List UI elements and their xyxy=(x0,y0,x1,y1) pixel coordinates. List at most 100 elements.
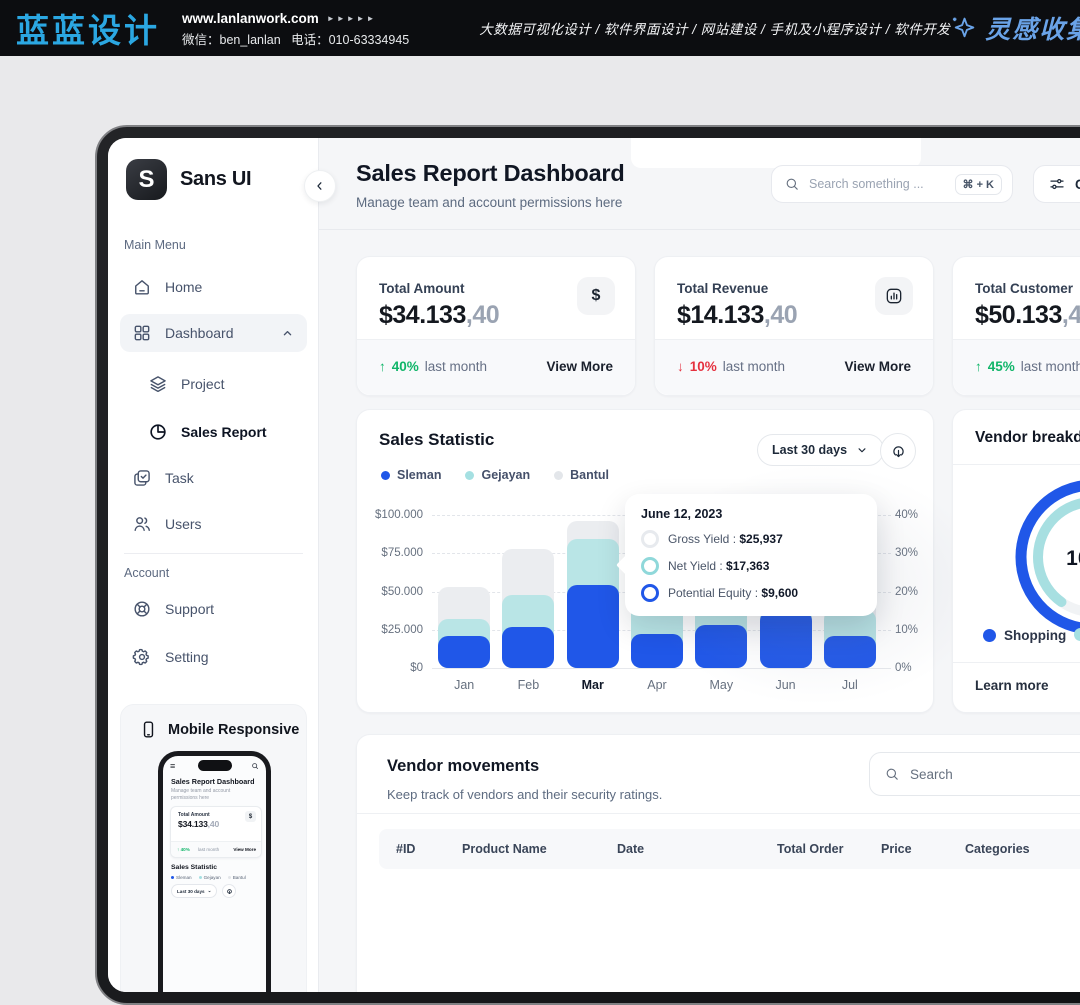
sidebar-item-project[interactable]: Project xyxy=(120,365,307,403)
range-select[interactable]: Last 30 days xyxy=(757,434,885,466)
stat-card-total-revenue: Total Revenue $14.133,40 ↓ 10% last month Vie… xyxy=(654,256,934,396)
app-logo-text: Sans UI xyxy=(180,168,252,190)
header-divider xyxy=(319,229,1080,230)
top-banner: 蓝蓝设计 www.lanlanwork.com ►►►►► 微信：ben_lanl… xyxy=(0,0,1080,56)
app-logo-mark: S xyxy=(126,159,167,200)
sidebar-item-dashboard[interactable]: Dashboard xyxy=(120,314,307,352)
x-axis-label-jan: Jan xyxy=(454,678,475,692)
table-column-date: Date xyxy=(617,842,645,856)
bar-sleman-mar xyxy=(566,585,619,668)
home-icon xyxy=(135,280,149,295)
phone-mockup-screen: ≡ Sales Report Dashboard Manage team and… xyxy=(163,756,266,992)
vendor-movements-title: Vendor movements xyxy=(387,757,540,775)
breakdown-legend-item-shopping: Shopping xyxy=(983,628,1066,643)
arrow-up-icon: ↑ xyxy=(975,359,982,374)
customize-button[interactable]: Cu xyxy=(1033,165,1080,203)
phone-notch xyxy=(197,760,232,771)
sidebar-item-users[interactable]: Users xyxy=(120,505,307,543)
gear-icon xyxy=(132,648,149,666)
download-icon xyxy=(892,445,904,457)
breakdown-legend-item xyxy=(1074,628,1080,641)
sidebar-item-setting[interactable]: Setting xyxy=(120,638,307,676)
y-axis-label-right: 20% xyxy=(895,586,935,598)
tooltip-date: June 12, 2023 xyxy=(641,507,723,521)
y-axis-label-left: $50.000 xyxy=(381,586,423,598)
table-column-id: #ID xyxy=(396,842,416,856)
stat-card-footer: ↓ 10% last month View More xyxy=(655,339,933,395)
sales-statistic-card: Sales Statistic Sleman Gejayan Bantul Last… xyxy=(356,409,987,713)
sidebar-item-task[interactable]: Task xyxy=(120,459,307,497)
banner-site-link[interactable]: www.lanlanwork.com xyxy=(182,11,319,27)
gridline xyxy=(432,668,891,669)
sidebar-collapse-button[interactable] xyxy=(304,170,336,202)
task-icon xyxy=(134,470,150,486)
legend-item-sleman: Sleman xyxy=(381,468,441,482)
tooltip-row: Net Yield : $17,363 xyxy=(641,557,861,575)
x-axis-label-mar: Mar xyxy=(581,678,604,692)
page-title: Sales Report Dashboard xyxy=(356,160,625,186)
sidebar-item-label: Home xyxy=(165,279,203,295)
stat-label: Total Amount xyxy=(379,281,465,296)
sidebar-item-label: Setting xyxy=(165,649,209,665)
download-icon xyxy=(227,888,232,894)
mini-hamburger-icon: ≡ xyxy=(170,761,176,771)
view-more-link[interactable]: View More xyxy=(546,359,613,374)
sidebar-item-home[interactable]: Home xyxy=(120,268,307,306)
donut-center-value: 100% xyxy=(1066,547,1080,570)
y-axis-label-right: 30% xyxy=(895,547,935,559)
global-search-input[interactable]: Search something ... ⌘ + K xyxy=(771,165,1013,203)
mini-chart-controls: Last 30 days ⌄ xyxy=(171,884,237,898)
mini-stat-card: Total Amount $ $34.133,40 ↑ 40% last mon… xyxy=(170,806,262,858)
star-icon xyxy=(953,17,975,37)
download-button[interactable] xyxy=(880,433,916,469)
mini-legend-item: Bantul xyxy=(227,875,246,880)
chevron-down-icon xyxy=(858,448,866,453)
bar-sleman-apr xyxy=(631,634,683,668)
tooltip-row: Gross Yield : $25,937 xyxy=(641,530,861,548)
layers-icon xyxy=(150,376,166,393)
stat-card-total-customer: Total Customer $50.133,40 ↑45%last monthVi… xyxy=(952,256,1080,396)
phone-icon xyxy=(139,720,158,739)
legend-item-bantul: Bantul xyxy=(554,468,609,482)
trend-indicator: ↑ 40% last month xyxy=(379,359,488,374)
view-more-link[interactable]: View More xyxy=(844,359,911,374)
search-icon xyxy=(786,178,798,190)
section-label-account: Account xyxy=(124,566,170,580)
dashboard-screen: S Sans UI Main Menu Home Dashboard Project… xyxy=(108,138,1080,992)
mini-page-title: Sales Report Dashboard xyxy=(171,777,255,786)
mini-view-more: View More xyxy=(233,846,256,852)
stat-card-footer: ↑ 40% last month View More xyxy=(357,339,635,395)
sliders-icon xyxy=(1050,178,1064,190)
chart-tooltip: June 12, 2023 Gross Yield : $25,937 Net Y… xyxy=(616,494,877,616)
table-column-total-order: Total Order xyxy=(777,842,844,856)
bar-sleman-jun xyxy=(759,611,812,668)
donut-chart xyxy=(1015,479,1080,635)
banner-phone: 电话：010-63334945 xyxy=(291,32,410,47)
banner-services: 大数据可视化设计 / 软件界面设计 / 网站建设 / 手机及小程序设计 / 软件… xyxy=(479,22,951,37)
chevron-left-icon xyxy=(317,182,322,190)
vendor-search-input[interactable]: Search xyxy=(869,752,1080,796)
learn-more-link[interactable]: Learn more xyxy=(975,678,1049,693)
vendor-breakdown-footer-divider xyxy=(953,662,1080,663)
sidebar-item-sales-report[interactable]: Sales Report xyxy=(120,413,307,451)
bar-chart-icon xyxy=(875,277,913,315)
sidebar-item-label: Sales Report xyxy=(181,424,267,440)
app-logo: S Sans UI xyxy=(126,159,252,200)
grid-icon xyxy=(134,325,150,341)
mini-legend-item: Sleman xyxy=(171,875,192,880)
chevron-up-icon xyxy=(283,330,292,335)
mini-trend: ↑ 40% xyxy=(177,846,190,852)
vendor-movements-divider xyxy=(357,813,1080,814)
search-icon xyxy=(884,766,900,782)
x-axis-label-may: May xyxy=(691,678,751,692)
arrow-down-icon: ↓ xyxy=(677,359,684,374)
sidebar-item-label: Dashboard xyxy=(165,325,234,341)
ring-icon xyxy=(641,530,659,548)
legend-item-gejayan: Gejayan xyxy=(465,468,530,482)
vendor-breakdown-title: Vendor breakdown xyxy=(975,429,1080,446)
mini-range-select: Last 30 days ⌄ xyxy=(171,884,218,898)
banner-collect[interactable]: 灵感收集 xyxy=(950,10,1080,46)
search-icon xyxy=(784,176,800,192)
sidebar-item-support[interactable]: Support xyxy=(120,590,307,628)
